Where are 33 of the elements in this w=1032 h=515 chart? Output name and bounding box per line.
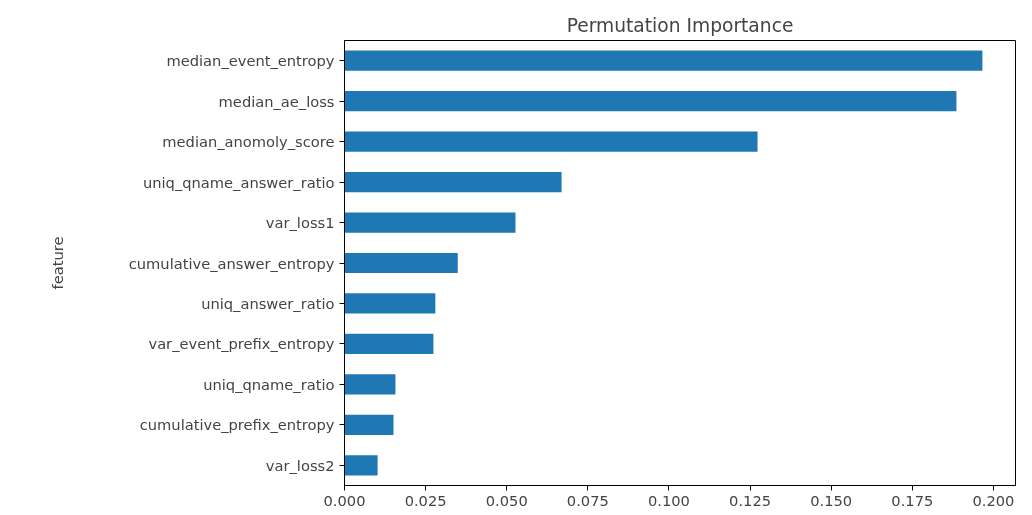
bar <box>344 252 458 274</box>
x-tick-label: 0.150 <box>810 491 853 509</box>
bar <box>344 212 516 233</box>
bar <box>344 414 394 435</box>
y-tick-label: median_event_entropy <box>166 52 335 70</box>
y-tick-label: cumulative_answer_entropy <box>128 254 335 272</box>
y-tick-label: uniq_qname_answer_ratio <box>142 173 335 191</box>
x-tick-label: 0.025 <box>404 491 447 509</box>
x-tick-label: 0.175 <box>891 491 934 509</box>
bar <box>344 374 396 395</box>
x-tick-label: 0.100 <box>647 491 690 509</box>
y-tick-label: median_ae_loss <box>218 92 335 110</box>
y-tick-label: var_loss1 <box>265 214 335 232</box>
bar <box>344 91 957 112</box>
y-tick-label: var_event_prefix_entropy <box>148 335 335 353</box>
bar <box>344 50 983 71</box>
x-tick-label: 0.050 <box>485 491 528 509</box>
bar <box>344 293 436 314</box>
y-axis-title: feature <box>48 236 66 290</box>
x-tick-label: 0.000 <box>323 491 366 509</box>
bar <box>344 333 434 355</box>
bar <box>344 171 562 193</box>
y-tick-label: median_anomoly_score <box>162 133 335 151</box>
y-tick-label: uniq_qname_ratio <box>203 375 335 393</box>
chart-title: Permutation Importance <box>566 14 794 36</box>
y-tick-label: uniq_answer_ratio <box>201 294 335 312</box>
x-tick-label: 0.200 <box>972 491 1015 509</box>
y-tick-label: cumulative_prefix_entropy <box>139 416 335 434</box>
x-tick-label: 0.125 <box>729 491 772 509</box>
x-tick-label: 0.075 <box>566 491 609 509</box>
bar <box>344 455 378 476</box>
y-tick-label: var_loss2 <box>265 456 335 474</box>
bar <box>344 131 758 152</box>
